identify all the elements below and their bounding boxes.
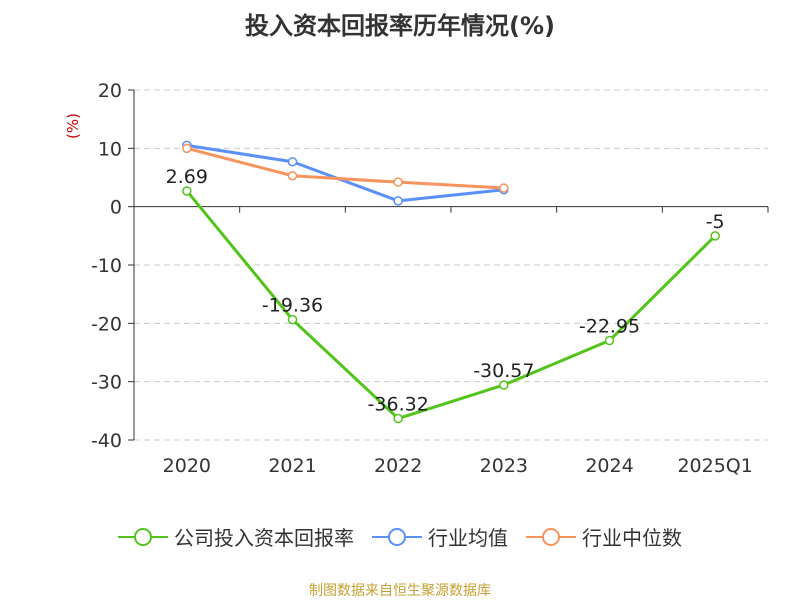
source-note: 制图数据来自恒生聚源数据库 <box>309 583 491 599</box>
data-point <box>604 335 615 346</box>
x-tick-label: 2025Q1 <box>677 455 752 477</box>
legend: 公司投入资本回报率 行业均值 行业中位数 <box>0 522 800 551</box>
legend-marker-icon <box>118 527 168 546</box>
grid-lines <box>134 89 768 441</box>
chart-plot: (%) 20 10 0 -10 -20 -30 -40 2020 2021 2022 2023 202… <box>64 80 769 477</box>
y-tick-label: 0 <box>110 197 122 219</box>
data-point <box>710 231 720 241</box>
data-label: -30.57 <box>473 360 534 382</box>
x-tick-label: 2020 <box>163 455 211 477</box>
legend-item[interactable]: 行业中位数 <box>526 522 682 551</box>
y-tick-label: -30 <box>91 372 122 394</box>
legend-label: 公司投入资本回报率 <box>174 526 354 550</box>
x-tick-label: 2023 <box>480 455 528 477</box>
data-point <box>393 177 403 187</box>
data-point <box>287 171 298 181</box>
legend-item[interactable]: 公司投入资本回报率 <box>118 522 354 551</box>
data-labels: 2.69 -19.36 -36.32 -30.57 -22.95 -5 <box>166 166 725 416</box>
data-label: -22.95 <box>579 316 640 338</box>
axes: 20 10 0 -10 -20 -30 -40 2020 2021 2022 2023 2024 202… <box>91 80 769 477</box>
legend-item[interactable]: 行业均值 <box>372 522 508 551</box>
data-point <box>287 314 298 325</box>
series-line <box>186 146 504 190</box>
x-tick-label: 2021 <box>268 455 316 477</box>
data-label: -36.32 <box>368 394 429 416</box>
data-point <box>287 157 298 167</box>
x-tick-label: 2022 <box>374 455 422 477</box>
data-point <box>393 413 403 424</box>
y-tick-label: -10 <box>91 255 122 277</box>
legend-marker-icon <box>526 527 576 546</box>
y-tick-label: 10 <box>98 138 122 160</box>
chart-title: 投入资本回报率历年情况(%) <box>245 12 555 40</box>
series-line <box>186 143 504 203</box>
series-group <box>182 140 720 424</box>
x-tick-label: 2024 <box>585 455 633 477</box>
y-tick-label: 20 <box>98 80 122 102</box>
data-point <box>499 183 509 193</box>
legend-marker-icon <box>372 527 422 546</box>
series-line <box>185 190 717 421</box>
data-point <box>499 380 509 390</box>
data-label: 2.69 <box>166 166 208 188</box>
legend-label: 行业均值 <box>428 526 508 550</box>
y-tick-label: -40 <box>91 430 122 452</box>
data-point <box>182 186 192 196</box>
data-label: -19.36 <box>262 295 323 317</box>
data-label: -5 <box>706 211 725 233</box>
data-point <box>393 196 403 206</box>
y-tick-label: -20 <box>91 313 122 335</box>
data-point <box>182 143 192 154</box>
legend-label: 行业中位数 <box>582 526 682 550</box>
y-axis-label: (%) <box>64 113 82 139</box>
